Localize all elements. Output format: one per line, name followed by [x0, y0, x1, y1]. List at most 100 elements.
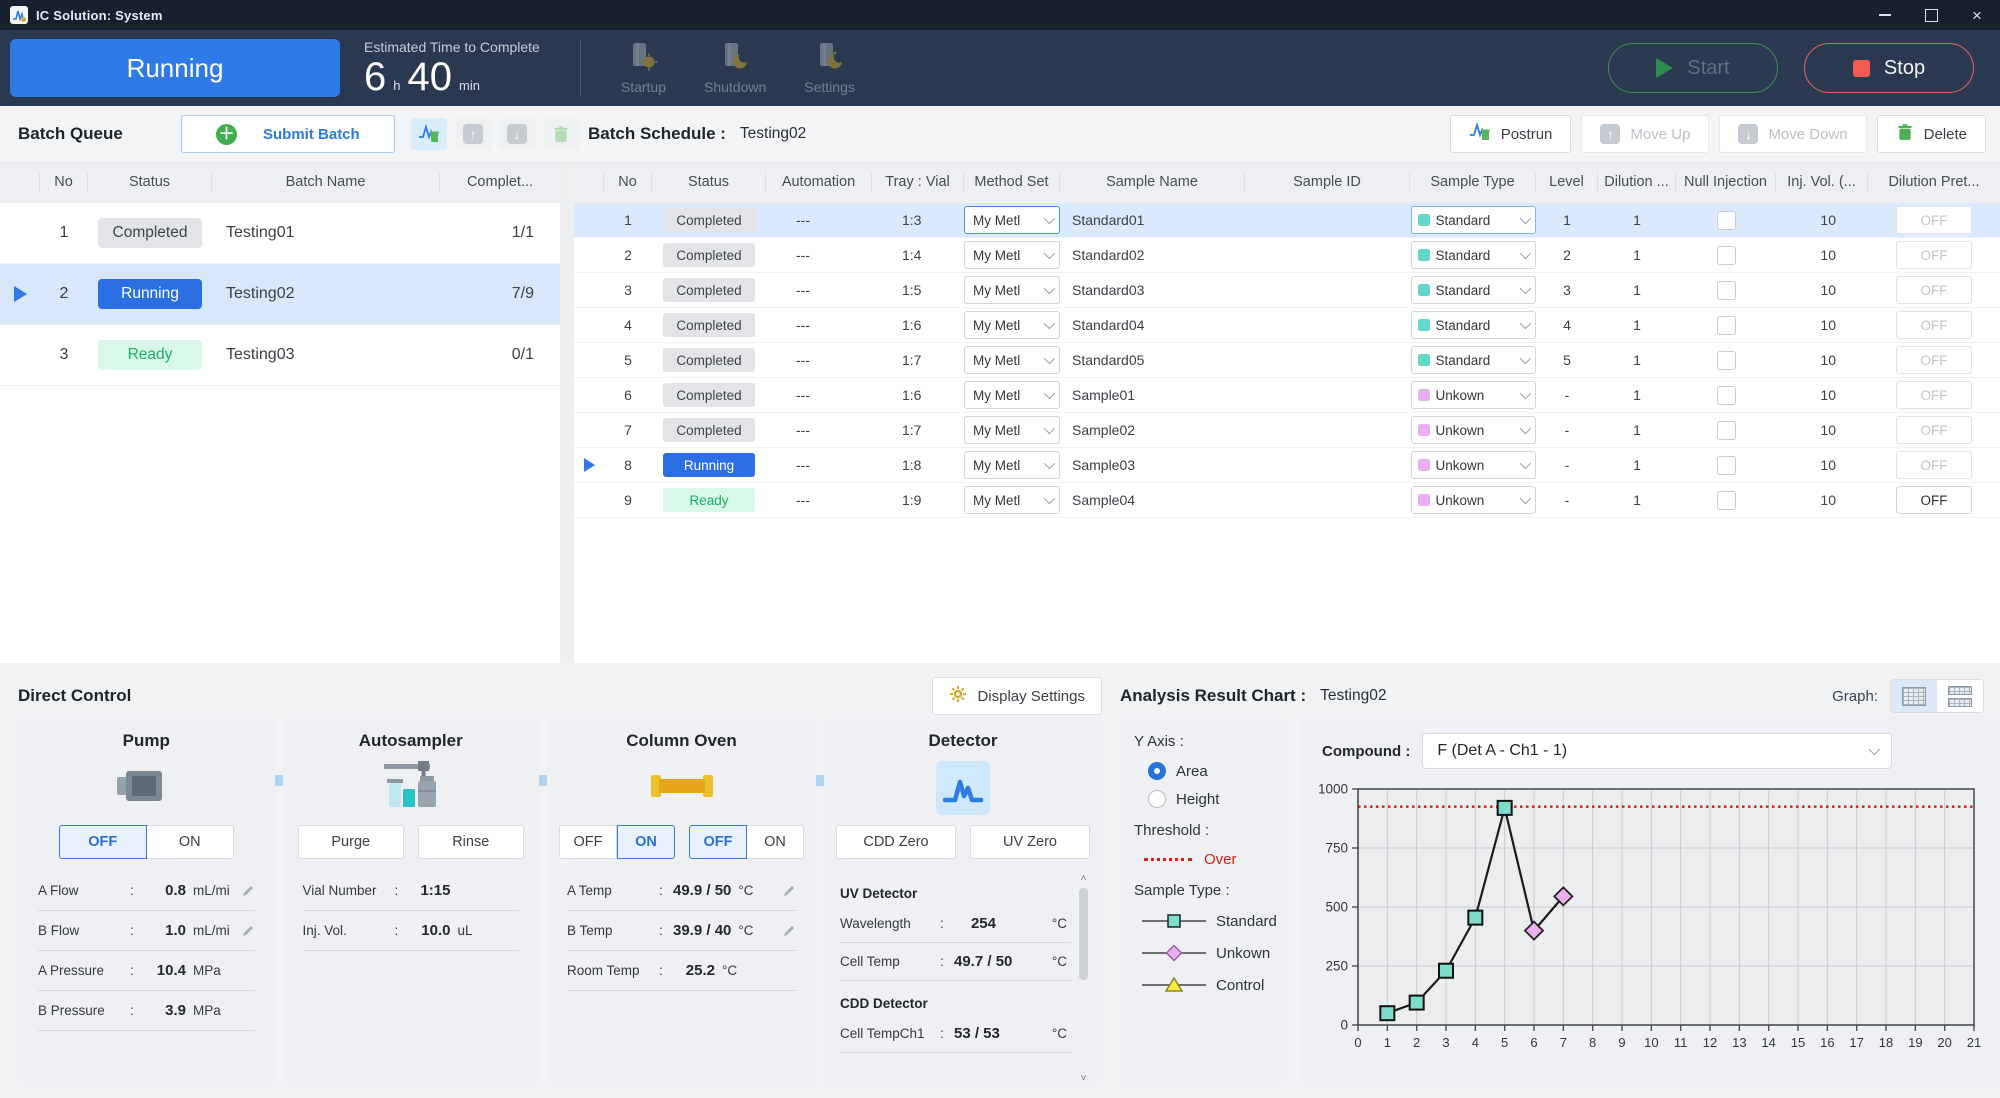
sample-type-select[interactable]: Standard: [1411, 206, 1536, 234]
dilution-pretreatment-button[interactable]: OFF: [1896, 311, 1972, 339]
dilution-pretreatment-button[interactable]: OFF: [1896, 206, 1972, 234]
method-set-select[interactable]: My Metl: [964, 416, 1060, 444]
move-down-button[interactable]: ↓ Move Down: [1719, 115, 1866, 153]
batch-schedule-row[interactable]: 3Completed---1:5My MetlStandard03Standar…: [574, 273, 2000, 308]
y-axis-height-option[interactable]: Height: [1148, 790, 1286, 808]
oven2-off-button[interactable]: OFF: [689, 825, 747, 859]
batch-schedule-row[interactable]: 9Ready---1:9My MetlSample04Unkown-110OFF: [574, 483, 2000, 518]
dilution-pretreatment-button[interactable]: OFF: [1896, 241, 1972, 269]
scroll-down-icon[interactable]: ˅: [1081, 1073, 1087, 1084]
stop-button[interactable]: Stop: [1804, 43, 1974, 93]
dilution-pretreatment-button[interactable]: OFF: [1896, 416, 1972, 444]
edit-pencil-icon[interactable]: [782, 924, 796, 938]
pump-on-button[interactable]: ON: [147, 825, 234, 859]
settings-button[interactable]: Settings: [804, 41, 855, 95]
edit-pencil-icon[interactable]: [241, 884, 255, 898]
level: 4: [1536, 317, 1598, 333]
inj-vol: 10: [1776, 387, 1868, 403]
tray-vial: 1:3: [872, 212, 964, 228]
rinse-button[interactable]: Rinse: [418, 825, 524, 859]
cdd-zero-button[interactable]: CDD Zero: [836, 825, 956, 859]
radio-selected-icon: [1148, 762, 1166, 780]
null-injection-checkbox[interactable]: [1717, 421, 1736, 440]
scroll-thumb[interactable]: [1079, 888, 1088, 980]
dilution-pretreatment-button[interactable]: OFF: [1896, 486, 1972, 514]
method-set-select[interactable]: My Metl: [964, 451, 1060, 479]
method-set-select[interactable]: My Metl: [964, 486, 1060, 514]
system-status-button[interactable]: Running: [10, 39, 340, 97]
edit-pencil-icon[interactable]: [241, 924, 255, 938]
purge-button[interactable]: Purge: [298, 825, 404, 859]
null-injection-checkbox[interactable]: [1717, 316, 1736, 335]
move-up-button[interactable]: ↑ Move Up: [1581, 115, 1709, 153]
oven-on-button[interactable]: ON: [617, 825, 675, 859]
batch-queue-row[interactable]: 2RunningTesting027/9: [0, 264, 560, 325]
close-icon[interactable]: ×: [1954, 0, 2000, 30]
null-injection-checkbox[interactable]: [1717, 211, 1736, 230]
submit-batch-button[interactable]: ＋ Submit Batch: [181, 115, 395, 153]
uv-zero-button[interactable]: UV Zero: [970, 825, 1090, 859]
sample-type-select[interactable]: Unkown: [1411, 381, 1536, 409]
queue-postrun-icon[interactable]: [411, 118, 447, 150]
method-set-select[interactable]: My Metl: [964, 381, 1060, 409]
null-injection-checkbox[interactable]: [1717, 386, 1736, 405]
null-injection-checkbox[interactable]: [1717, 246, 1736, 265]
completed-count: 1/1: [440, 224, 560, 242]
shutdown-button[interactable]: Shutdown: [704, 41, 766, 95]
method-set-select[interactable]: My Metl: [964, 206, 1060, 234]
dilution-pretreatment-button[interactable]: OFF: [1896, 381, 1972, 409]
null-injection-checkbox[interactable]: [1717, 456, 1736, 475]
batch-queue-row[interactable]: 1CompletedTesting011/1: [0, 203, 560, 264]
tray-vial: 1:6: [872, 387, 964, 403]
minimize-icon[interactable]: [1862, 0, 1908, 30]
batch-schedule-row[interactable]: 8Running---1:8My MetlSample03Unkown-110O…: [574, 448, 2000, 483]
param-row: A Pressure:10.4MPa: [38, 951, 255, 991]
postrun-button[interactable]: Postrun: [1450, 115, 1572, 153]
dilution-pretreatment-button[interactable]: OFF: [1896, 346, 1972, 374]
sample-type-select[interactable]: Standard: [1411, 346, 1536, 374]
sample-type-select[interactable]: Unkown: [1411, 451, 1536, 479]
sample-type-select[interactable]: Standard: [1411, 276, 1536, 304]
sample-type-select[interactable]: Standard: [1411, 311, 1536, 339]
pump-off-button[interactable]: OFF: [59, 825, 147, 859]
batch-schedule-row[interactable]: 4Completed---1:6My MetlStandard04Standar…: [574, 308, 2000, 343]
batch-queue-title: Batch Queue: [18, 124, 123, 144]
sample-type-select[interactable]: Unkown: [1411, 486, 1536, 514]
graph-single-view-button[interactable]: [1891, 680, 1937, 712]
sample-type-select[interactable]: Unkown: [1411, 416, 1536, 444]
method-set-select[interactable]: My Metl: [964, 276, 1060, 304]
method-set-select[interactable]: My Metl: [964, 311, 1060, 339]
batch-schedule-row[interactable]: 6Completed---1:6My MetlSample01Unkown-11…: [574, 378, 2000, 413]
maximize-icon[interactable]: [1908, 0, 1954, 30]
null-injection-checkbox[interactable]: [1717, 491, 1736, 510]
batch-queue-row[interactable]: 3ReadyTesting030/1: [0, 325, 560, 386]
method-set-select[interactable]: My Metl: [964, 346, 1060, 374]
delete-button[interactable]: Delete: [1877, 115, 1986, 153]
batch-schedule-row[interactable]: 5Completed---1:7My MetlStandard05Standar…: [574, 343, 2000, 378]
dilution-pretreatment-button[interactable]: OFF: [1896, 451, 1972, 479]
sample-type-select[interactable]: Standard: [1411, 241, 1536, 269]
method-set-select[interactable]: My Metl: [964, 241, 1060, 269]
oven2-on-button[interactable]: ON: [747, 825, 804, 859]
start-button[interactable]: Start: [1608, 43, 1778, 93]
dilution-pretreatment-button[interactable]: OFF: [1896, 276, 1972, 304]
svg-text:500: 500: [1325, 900, 1348, 915]
oven-off-button[interactable]: OFF: [559, 825, 617, 859]
queue-delete-trash-icon[interactable]: [543, 118, 579, 150]
display-settings-button[interactable]: Display Settings: [932, 677, 1102, 715]
y-axis-area-option[interactable]: Area: [1148, 762, 1286, 780]
graph-split-view-button[interactable]: [1937, 680, 1983, 712]
compound-select[interactable]: F (Det A - Ch1 - 1): [1422, 733, 1892, 769]
detector-scrollbar[interactable]: ˄ ˅: [1077, 871, 1090, 1086]
queue-move-up-icon[interactable]: ↑: [455, 118, 491, 150]
sample-type-chip: [1418, 459, 1430, 471]
queue-move-down-icon[interactable]: ↓: [499, 118, 535, 150]
batch-schedule-row[interactable]: 1Completed---1:3My MetlStandard01Standar…: [574, 203, 2000, 238]
null-injection-checkbox[interactable]: [1717, 351, 1736, 370]
scroll-up-icon[interactable]: ˄: [1081, 873, 1087, 884]
batch-schedule-row[interactable]: 2Completed---1:4My MetlStandard02Standar…: [574, 238, 2000, 273]
null-injection-checkbox[interactable]: [1717, 281, 1736, 300]
startup-button[interactable]: Startup: [621, 41, 666, 95]
batch-schedule-row[interactable]: 7Completed---1:7My MetlSample02Unkown-11…: [574, 413, 2000, 448]
edit-pencil-icon[interactable]: [782, 884, 796, 898]
